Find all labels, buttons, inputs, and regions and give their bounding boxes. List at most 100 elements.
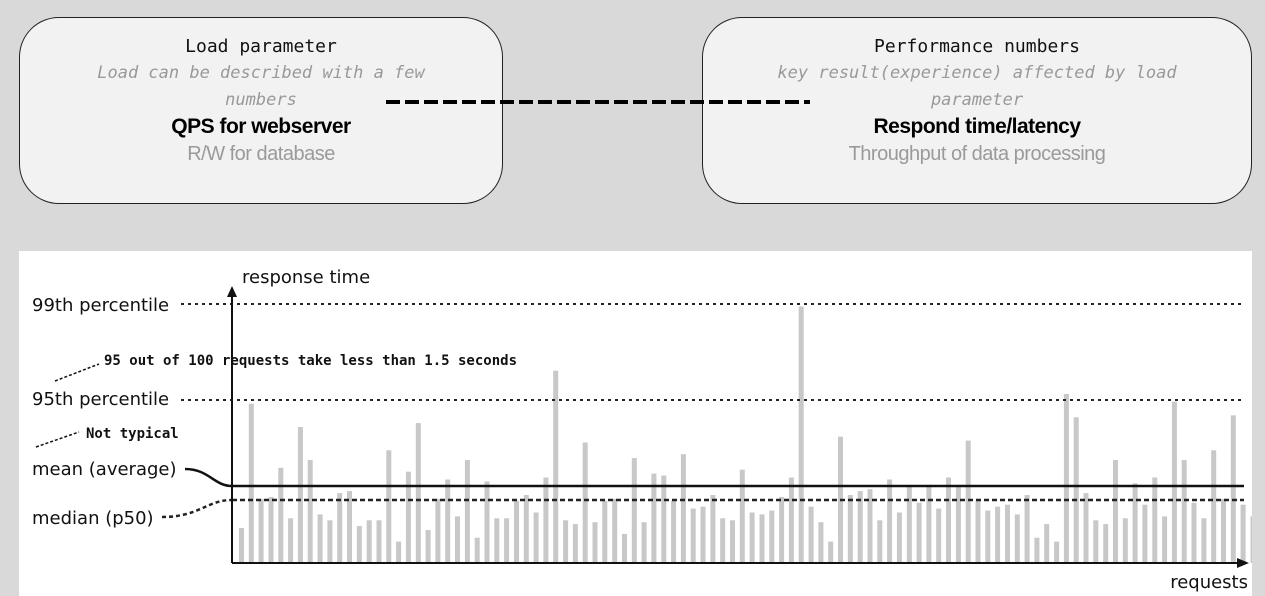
response-bar xyxy=(337,493,343,563)
response-bar xyxy=(405,471,411,563)
response-bar xyxy=(553,370,559,563)
response-bar xyxy=(985,510,991,563)
mean-connector xyxy=(184,467,233,488)
response-bar xyxy=(592,522,598,563)
response-bar xyxy=(651,473,657,563)
response-bar xyxy=(779,496,785,563)
load-parameter-description: Load can be described with a few numbers xyxy=(97,63,425,110)
response-bar xyxy=(808,506,814,563)
response-bar xyxy=(896,512,902,563)
response-bar xyxy=(798,306,804,563)
mean-label: mean (average) xyxy=(32,459,177,480)
response-bar xyxy=(936,508,942,563)
response-bar xyxy=(700,506,706,563)
x-axis-label: requests xyxy=(1170,572,1248,593)
response-bar xyxy=(543,477,549,563)
response-bar xyxy=(396,541,402,563)
load-parameter-primary: QPS for webserver xyxy=(171,115,351,138)
response-bar xyxy=(523,495,529,563)
response-bar xyxy=(1034,537,1040,563)
response-bar xyxy=(288,518,294,563)
p95-label: 95th percentile xyxy=(32,389,169,410)
response-bar xyxy=(317,514,323,563)
response-bar xyxy=(1171,401,1177,563)
response-bar xyxy=(710,495,716,563)
response-bar xyxy=(788,477,794,563)
performance-numbers-title: Performance numbers xyxy=(874,36,1080,57)
response-bar xyxy=(1162,516,1168,563)
response-bar xyxy=(887,479,893,563)
load-parameter-title: Load parameter xyxy=(185,36,337,57)
response-bar xyxy=(1230,415,1236,563)
response-bar xyxy=(258,498,264,563)
response-bar xyxy=(622,533,627,563)
response-bar xyxy=(661,475,667,563)
response-bar xyxy=(1221,498,1226,563)
response-bar xyxy=(1132,483,1138,563)
response-bar xyxy=(563,520,569,563)
response-bar xyxy=(1083,493,1089,563)
response-bar xyxy=(1044,524,1050,563)
response-bar xyxy=(720,518,726,563)
response-bar xyxy=(828,541,834,563)
response-bar xyxy=(297,427,303,563)
bar-group xyxy=(239,306,1252,563)
performance-numbers-secondary: Throughput of data processing xyxy=(848,143,1106,165)
dashed-connector xyxy=(386,100,810,104)
response-bar xyxy=(1152,477,1158,563)
response-bar xyxy=(1093,520,1099,563)
response-bar xyxy=(366,520,372,563)
response-bar xyxy=(739,469,745,563)
response-bar xyxy=(307,460,313,563)
response-bar xyxy=(327,520,333,563)
response-bar xyxy=(769,510,775,563)
median-label: median (p50) xyxy=(32,508,154,529)
y-axis-label: response time xyxy=(242,267,370,288)
response-bar xyxy=(1122,518,1128,563)
response-bar xyxy=(671,500,677,563)
response-bar xyxy=(386,450,392,563)
chart-svg: response time requests 99th percentile 9… xyxy=(32,267,1252,593)
response-bar xyxy=(975,500,981,563)
annotation-not-typical-pointer xyxy=(35,431,80,448)
response-bar xyxy=(1240,504,1246,563)
performance-numbers-box: Performance numbers key result(experienc… xyxy=(702,17,1252,204)
response-bar xyxy=(749,512,755,563)
response-bar xyxy=(1181,460,1187,563)
load-parameter-secondary: R/W for database xyxy=(187,143,335,165)
response-bar xyxy=(680,454,686,563)
response-bar xyxy=(504,518,510,563)
response-bar xyxy=(474,537,480,563)
response-bar xyxy=(435,498,441,563)
response-bar xyxy=(1211,450,1217,563)
response-bar xyxy=(1201,518,1207,563)
response-bar xyxy=(877,520,883,563)
response-bar xyxy=(1073,417,1079,563)
response-bar xyxy=(1191,502,1197,563)
response-bar xyxy=(425,530,431,563)
response-bar xyxy=(1103,524,1109,563)
response-bar xyxy=(572,524,578,563)
response-bar xyxy=(445,479,451,563)
response-bar xyxy=(641,522,647,563)
response-bar xyxy=(759,514,765,563)
median-connector xyxy=(161,498,233,519)
response-bar xyxy=(356,526,362,563)
response-bar xyxy=(946,477,951,563)
response-bar xyxy=(867,489,873,563)
response-bar xyxy=(847,495,853,563)
response-bar xyxy=(631,458,637,563)
performance-numbers-description: key result(experience) affected by load … xyxy=(777,63,1177,110)
response-bar xyxy=(1142,504,1148,563)
performance-numbers-primary: Respond time/latency xyxy=(873,115,1081,138)
annotation-not-typical-text: Not typical xyxy=(86,426,179,442)
response-bar xyxy=(916,502,922,563)
response-bar xyxy=(347,491,352,563)
response-bar xyxy=(1024,495,1030,563)
response-bar xyxy=(1113,460,1118,563)
p99-label: 99th percentile xyxy=(32,295,169,316)
load-parameter-box: Load parameter Load can be described wit… xyxy=(19,17,503,204)
response-bar xyxy=(415,423,421,563)
response-bar xyxy=(1014,514,1020,563)
response-bar xyxy=(857,491,863,563)
